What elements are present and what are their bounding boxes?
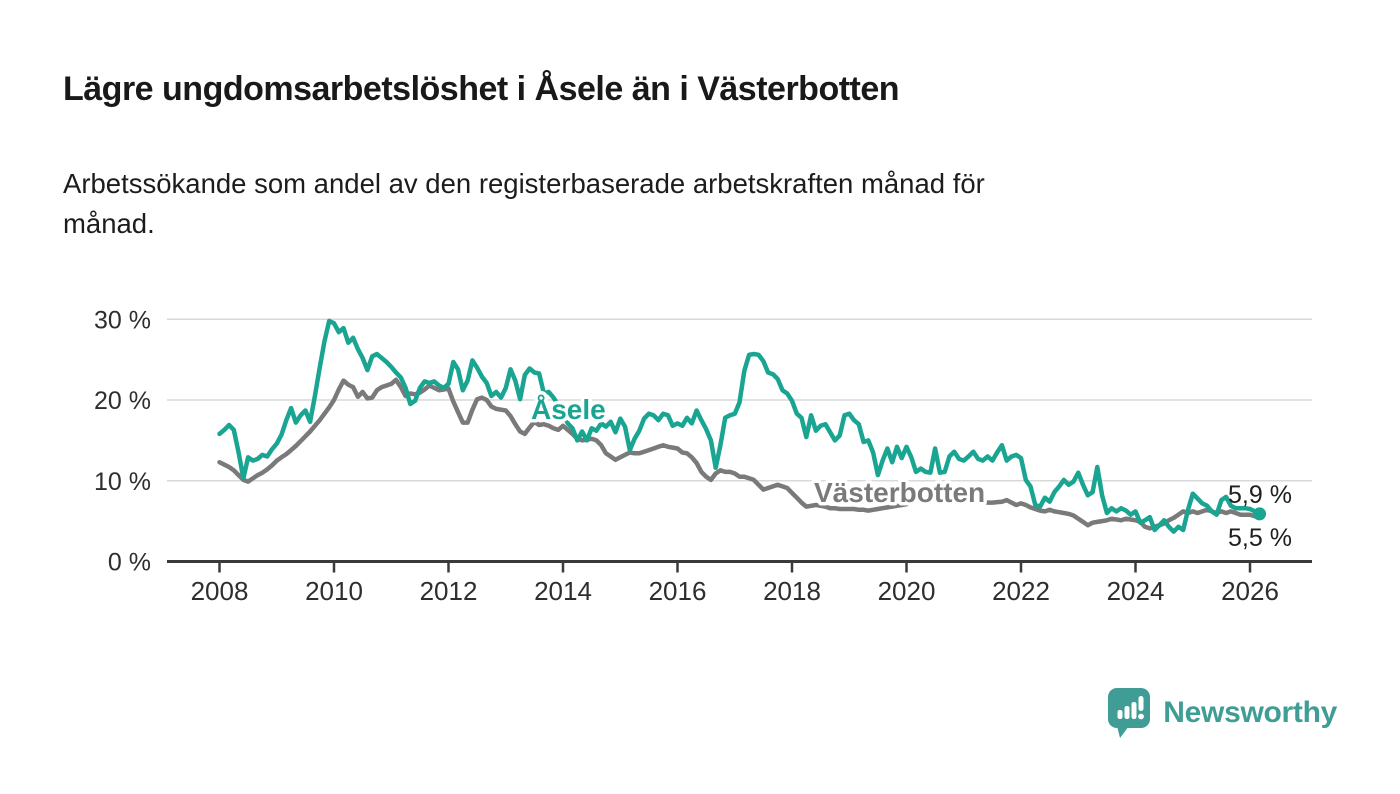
exclamation-bar (1138, 696, 1144, 711)
x-tick-label-2020: 2020 (878, 576, 936, 606)
y-tick-label-20: 20 % (94, 387, 151, 415)
x-tick-label-2010: 2010 (305, 576, 363, 606)
newsworthy-speech-bubble-bar-chart-icon (1108, 688, 1151, 738)
y-tick-label-10: 10 % (94, 468, 151, 496)
asele-end-value-label: 5,9 % (1228, 481, 1292, 509)
page-subtitle-line-2: månad. (63, 208, 155, 239)
newsworthy-branding: Newsworthy (1108, 686, 1337, 740)
x-tick-label-2008: 2008 (191, 576, 249, 606)
asele-series-label: Åsele (531, 394, 606, 425)
asele-line (217, 318, 1262, 534)
vasterbotten-series-label: Västerbotten (814, 477, 985, 508)
y-tick-label-30: 30 % (94, 306, 151, 334)
x-tick-label-2012: 2012 (420, 576, 478, 606)
page-subtitle: Arbetssökande som andel av den registerb… (63, 164, 985, 244)
x-tick-label-2026: 2026 (1221, 576, 1279, 606)
asele-end-dot (1253, 507, 1267, 521)
bar-large (1131, 702, 1137, 719)
x-tick-label-2014: 2014 (534, 576, 592, 606)
x-tick-label-2022: 2022 (992, 576, 1050, 606)
y-tick-label-0: 0 % (108, 549, 151, 577)
x-tick-label-2016: 2016 (649, 576, 707, 606)
bar-small (1117, 710, 1123, 719)
exclamation-dot (1138, 713, 1145, 720)
page-title: Lägre ungdomsarbetslöshet i Åsele än i V… (63, 70, 900, 108)
vasterbotten-line (217, 377, 1262, 531)
vasterbotten-end-value-label: 5,5 % (1228, 524, 1292, 552)
bar-medium (1124, 706, 1130, 719)
brand-name: Newsworthy (1163, 696, 1337, 729)
x-tick-label-2024: 2024 (1107, 576, 1165, 606)
page-subtitle-line-1: Arbetssökande som andel av den registerb… (63, 168, 985, 199)
x-tick-label-2018: 2018 (763, 576, 821, 606)
